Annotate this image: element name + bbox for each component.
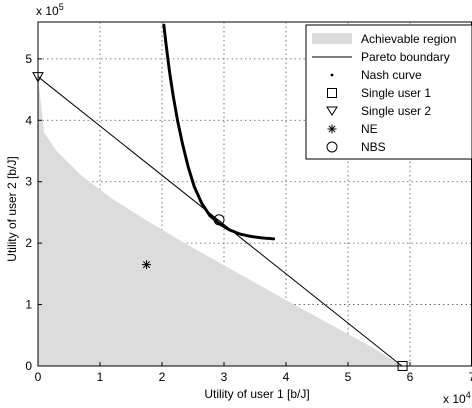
x-axis-label: Utility of user 1 [b/J]: [204, 387, 309, 401]
pareto-boundary-line: [37, 76, 403, 367]
legend-swatch-achievable-region: [312, 33, 352, 44]
legend-entry-nash-curve: Nash curve: [361, 68, 422, 82]
x-tick-label: 6: [407, 370, 414, 384]
x-tick-label: 3: [221, 370, 228, 384]
marker-layer: [32, 23, 408, 371]
y-tick-label: 1: [25, 298, 32, 312]
y-tick-label: 0: [25, 359, 32, 373]
x-tick-label: 1: [97, 370, 104, 384]
x-tick-label: 7: [469, 370, 472, 384]
x-tick-label: 0: [35, 370, 42, 384]
legend-entry-single-user-1: Single user 1: [361, 86, 431, 100]
legend: Achievable region Pareto boundary Nash c…: [305, 24, 472, 160]
legend-swatch-nash-curve: [330, 73, 334, 77]
ne-marker: [142, 260, 151, 270]
legend-entry-pareto-boundary: Pareto boundary: [361, 50, 450, 64]
legend-swatch-single-user-1: [327, 88, 337, 98]
y-axis-label: Utility of user 2 [b/J]: [5, 156, 19, 261]
y-tick-label: 3: [25, 175, 32, 189]
y-tick-label: 4: [25, 113, 32, 127]
legend-entry-nbs: NBS: [361, 140, 386, 154]
x-axis-multiplier: x 104: [443, 390, 471, 406]
ne-marker-stroke: [142, 261, 151, 269]
legend-entry-ne: NE: [361, 122, 378, 136]
y-tick-label: 5: [25, 52, 32, 66]
legend-swatch-ne: [327, 124, 337, 134]
y-axis-multiplier: x 105: [36, 2, 64, 18]
x-tick-label: 2: [159, 370, 166, 384]
line-layer: [37, 76, 403, 367]
legend-entry-achievable-region: Achievable region: [361, 32, 456, 46]
legend-box: [305, 24, 472, 160]
region-layer: [38, 77, 402, 367]
achievable-region-area: [38, 77, 402, 367]
legend-entry-single-user-2: Single user 2: [361, 104, 431, 118]
x-tick-label: 4: [283, 370, 290, 384]
y-tick-label: 2: [25, 236, 32, 250]
legend-swatch-single-user-2: [326, 106, 338, 116]
legend-swatch-nbs: [326, 141, 338, 153]
tick-layer: 0 1 2 3 4 5 6 7 0 1 2 3 4 5: [25, 52, 472, 384]
x-tick-label: 5: [345, 370, 352, 384]
nbs-marker: [213, 214, 225, 226]
nash-curve-point: [272, 237, 276, 241]
